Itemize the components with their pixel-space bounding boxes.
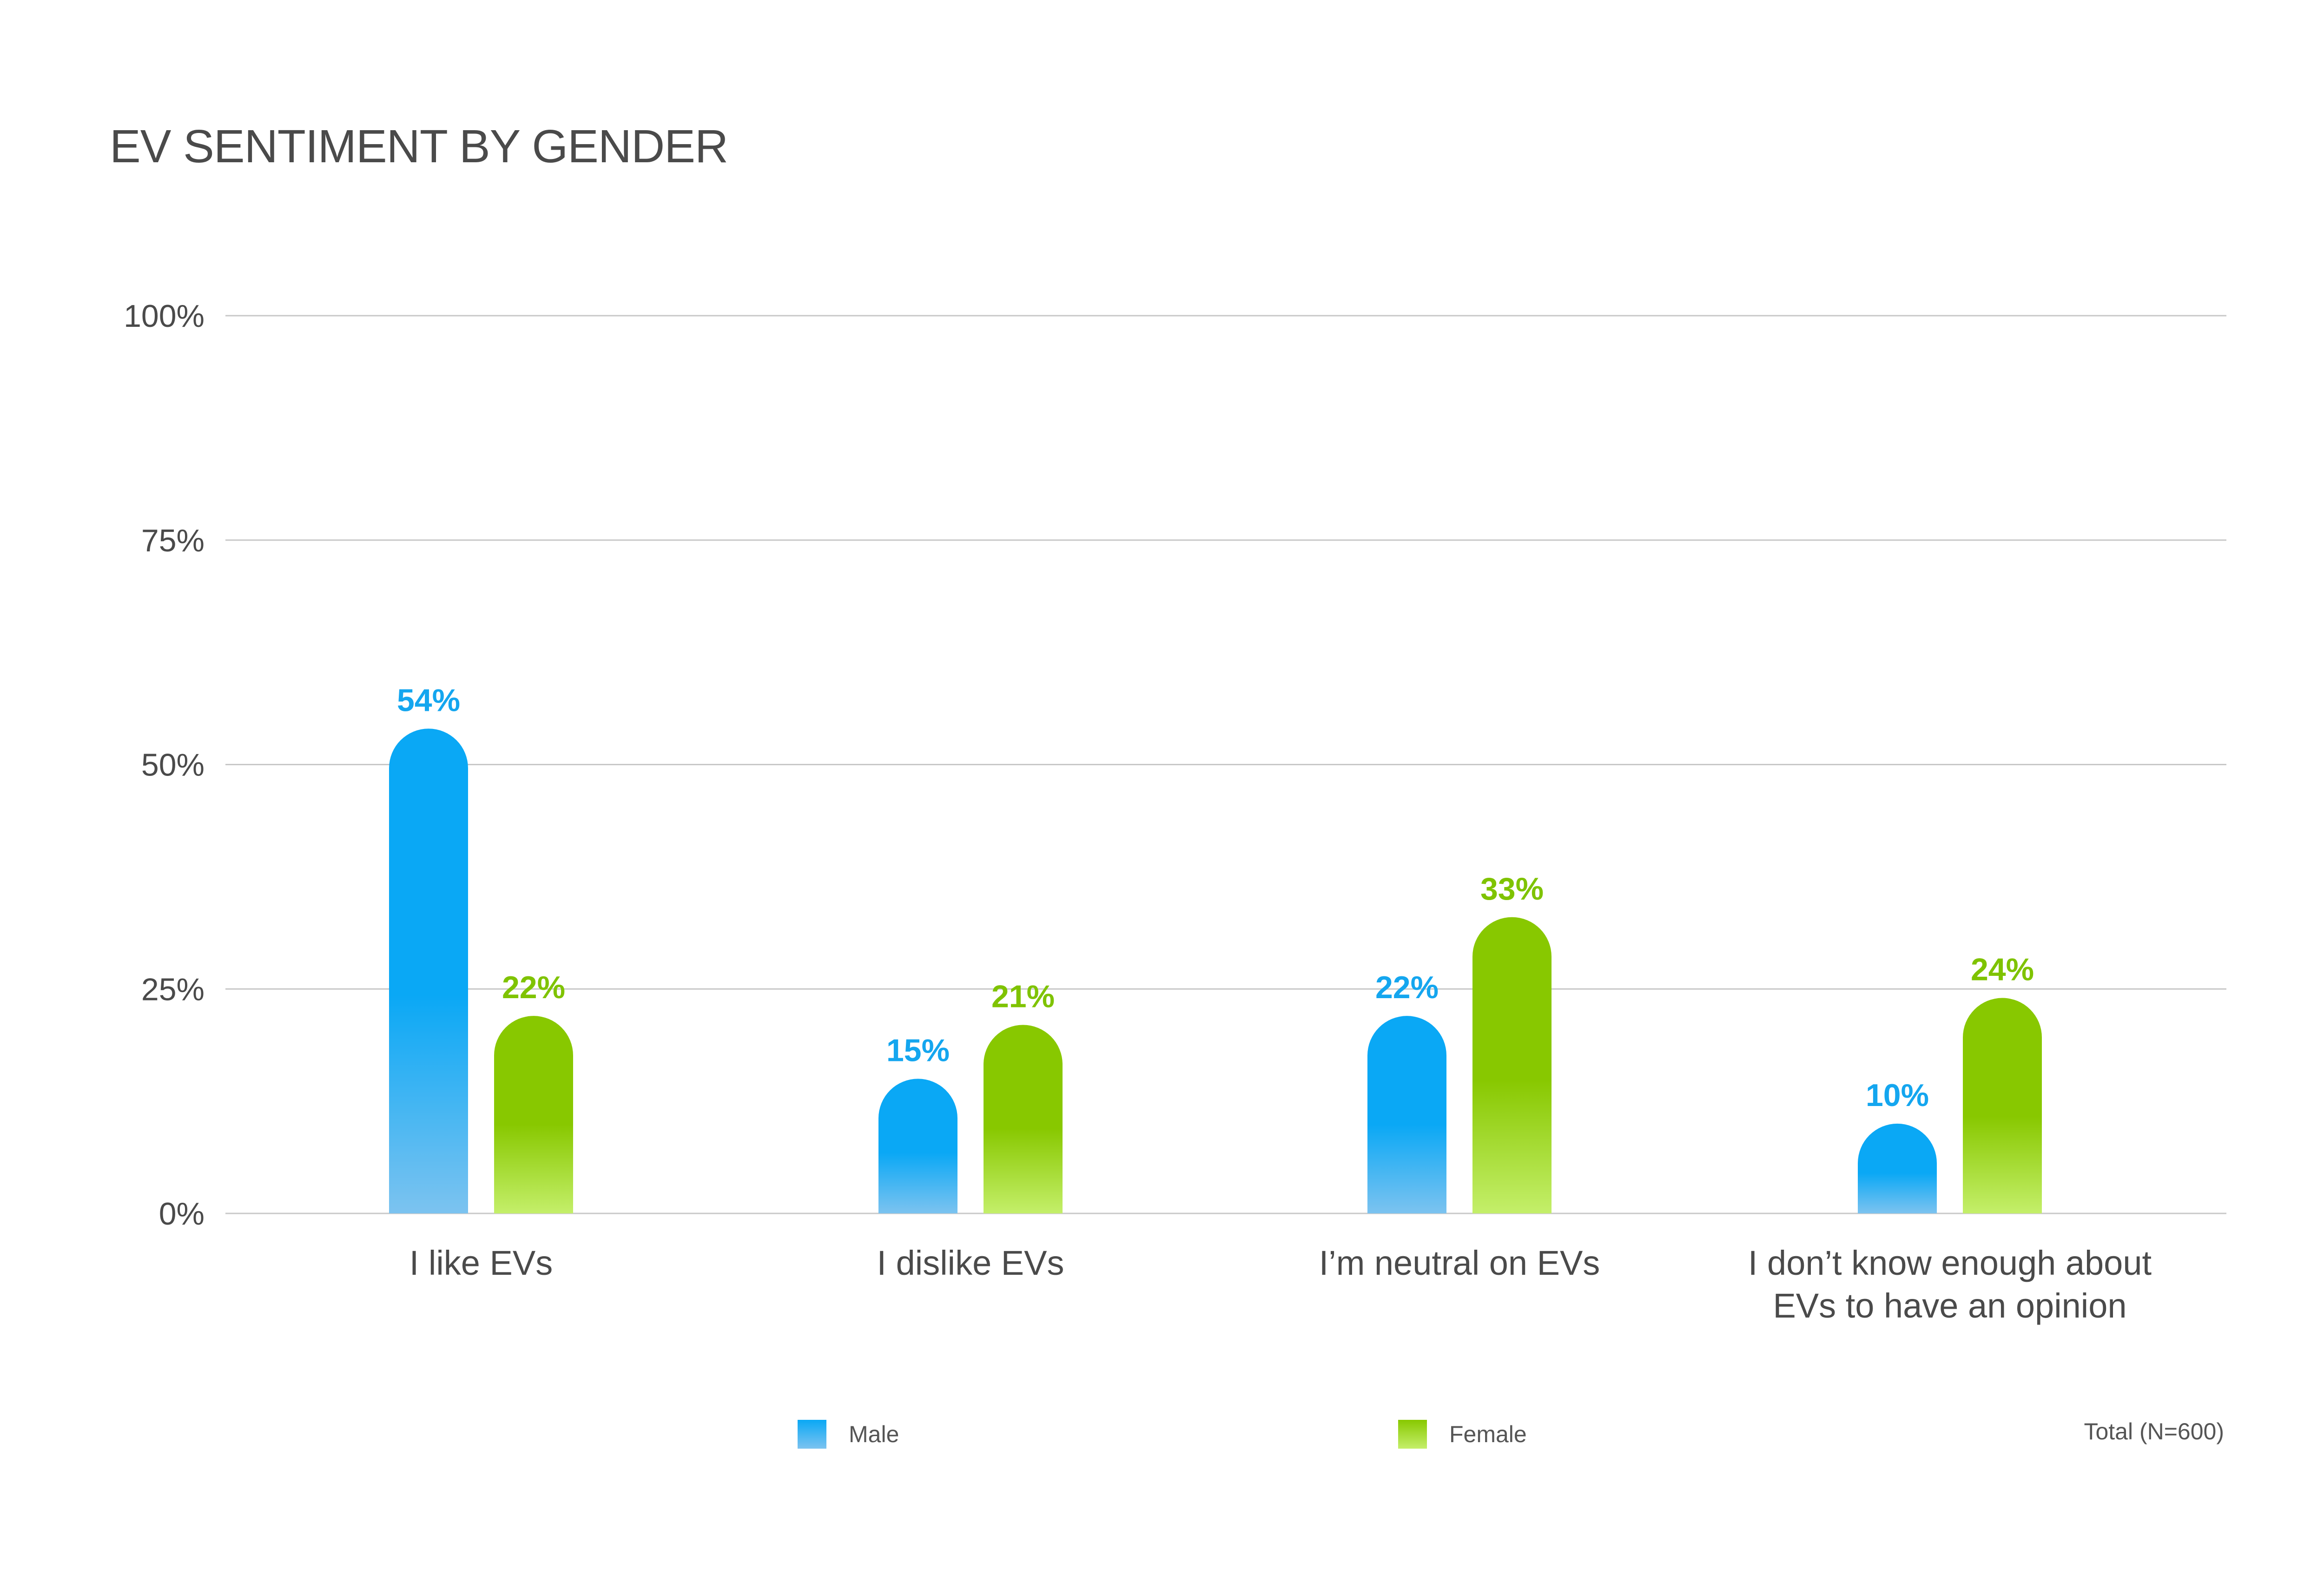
data-label-male: 10% (1866, 1078, 1929, 1113)
legend-label-female: Female (1449, 1421, 1527, 1447)
data-label-female: 21% (991, 979, 1055, 1014)
bar-male (1367, 1016, 1446, 1213)
bar-female (1963, 998, 2042, 1213)
x-category-label: I dislike EVs (877, 1244, 1064, 1282)
x-axis-categories: I like EVs I dislike EVs I’m neutral on EV… (409, 1244, 2152, 1325)
y-tick-label: 50% (141, 748, 205, 783)
bar-male (878, 1079, 957, 1213)
data-label-male: 22% (1375, 970, 1439, 1005)
bar-female (1472, 917, 1552, 1213)
sample-size-note: Total (N=600) (2084, 1418, 2224, 1444)
legend-item-female: Female (1398, 1418, 1527, 1451)
chart-title: EV SENTIMENT BY GENDER (110, 120, 728, 172)
bar-female (984, 1025, 1063, 1213)
x-category-label: I like EVs (409, 1244, 553, 1282)
data-label-male: 15% (886, 1033, 950, 1068)
bars (389, 729, 2042, 1213)
y-tick-label: 25% (141, 972, 205, 1007)
data-labels: 54% 15% 22% 10% 22% 21% 33% 24% (397, 682, 2034, 1113)
legend-swatch-male (798, 1420, 826, 1449)
y-axis-ticks: 0% 25% 50% 75% 100% (124, 298, 205, 1232)
x-category-label: I’m neutral on EVs (1319, 1244, 1600, 1282)
x-category-label: EVs to have an opinion (1773, 1286, 2126, 1325)
legend-label-male: Male (849, 1421, 899, 1447)
bar-male (1858, 1123, 1937, 1213)
legend-swatch-female (1398, 1420, 1427, 1449)
data-label-female: 33% (1480, 871, 1544, 907)
data-label-male: 54% (397, 682, 460, 718)
y-tick-label: 0% (159, 1196, 205, 1232)
x-category-label: I don’t know enough about (1748, 1244, 2152, 1282)
bar-male (389, 729, 468, 1213)
y-tick-label: 75% (141, 523, 205, 558)
data-label-female: 24% (1971, 952, 2034, 987)
bar-female (494, 1016, 573, 1213)
legend-item-male: Male (798, 1418, 899, 1451)
data-label-female: 22% (502, 970, 565, 1005)
y-tick-label: 100% (124, 298, 205, 334)
